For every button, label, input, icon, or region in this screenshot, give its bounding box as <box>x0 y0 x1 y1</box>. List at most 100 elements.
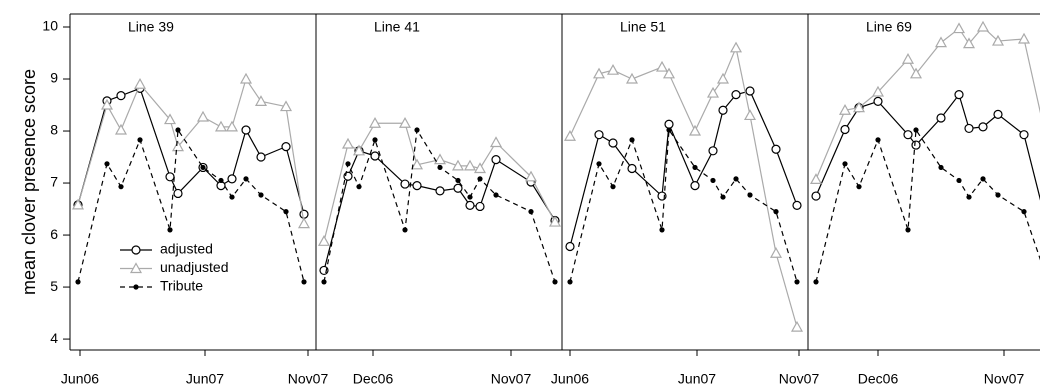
marker <box>592 67 606 79</box>
marker <box>1021 209 1027 215</box>
marker <box>477 176 483 182</box>
panel: Line 41 Dec06 Nov07 <box>315 13 562 387</box>
marker <box>666 127 672 133</box>
marker <box>655 60 669 72</box>
legend-label: Tribute <box>160 278 203 294</box>
marker <box>229 194 235 200</box>
marker <box>528 209 534 215</box>
marker <box>258 192 264 198</box>
marker <box>856 184 862 190</box>
marker <box>548 215 562 227</box>
marker <box>901 53 915 64</box>
marker <box>279 100 293 112</box>
marker <box>905 227 911 233</box>
panel-title: Line 51 <box>620 19 666 35</box>
x-tick-label: Dec06 <box>353 371 394 387</box>
x-tick-label: Jun07 <box>678 371 716 387</box>
marker <box>954 90 964 100</box>
marker <box>952 22 966 34</box>
marker <box>606 63 620 75</box>
marker <box>225 120 239 132</box>
marker <box>911 140 921 150</box>
x-tick-label: Nov07 <box>984 371 1025 387</box>
marker <box>227 174 237 184</box>
marker <box>771 144 781 154</box>
marker <box>692 164 698 171</box>
marker <box>71 198 85 210</box>
marker <box>317 235 331 246</box>
marker <box>792 200 802 211</box>
y-axis-label: mean clover presence score <box>19 69 39 295</box>
marker <box>493 192 499 198</box>
y-tick-label: 5 <box>50 278 58 294</box>
series-line <box>815 93 1040 201</box>
marker <box>398 116 412 128</box>
series-line <box>815 128 1040 283</box>
marker <box>200 164 206 171</box>
marker <box>733 176 739 182</box>
marker <box>627 163 637 174</box>
x-tick-label: Dec06 <box>858 371 899 387</box>
marker <box>414 127 420 133</box>
marker <box>171 140 185 152</box>
marker <box>281 142 291 152</box>
marker <box>966 194 972 200</box>
x-tick-label: Jun07 <box>186 371 224 387</box>
marker <box>978 122 988 132</box>
marker <box>283 209 289 215</box>
marker <box>629 137 635 143</box>
marker <box>299 209 309 219</box>
legend-label: adjusted <box>160 241 213 257</box>
marker <box>163 113 177 125</box>
marker <box>368 116 382 128</box>
series-line <box>323 122 556 242</box>
x-tick-label: Nov07 <box>491 371 532 387</box>
marker <box>962 37 976 49</box>
marker <box>769 247 783 258</box>
marker <box>662 67 676 79</box>
marker <box>352 144 366 156</box>
marker <box>991 34 1005 46</box>
marker <box>594 130 604 140</box>
panel: Line 69 Dec06 Nov07 <box>807 13 1040 387</box>
marker <box>104 161 110 167</box>
marker <box>489 136 503 148</box>
marker <box>455 177 461 184</box>
marker <box>871 85 885 97</box>
panel-title: Line 41 <box>374 19 420 35</box>
marker <box>995 192 1001 198</box>
marker <box>372 137 378 143</box>
marker <box>840 124 850 135</box>
marker <box>473 162 487 174</box>
x-tick-label: Nov07 <box>288 371 329 387</box>
marker <box>137 137 143 143</box>
marker <box>100 98 114 110</box>
marker <box>565 241 575 252</box>
series-line <box>569 45 798 328</box>
marker <box>165 172 175 182</box>
marker <box>938 164 944 171</box>
marker <box>321 279 327 285</box>
marker <box>356 184 362 190</box>
legend-marker <box>131 245 141 255</box>
marker <box>873 96 883 106</box>
marker <box>218 177 224 184</box>
marker <box>114 123 128 135</box>
marker <box>370 151 380 161</box>
marker <box>118 184 124 190</box>
marker <box>175 127 181 133</box>
marker <box>913 127 919 133</box>
marker <box>435 186 445 196</box>
marker <box>706 86 720 98</box>
x-tick-label: Jun06 <box>61 371 99 387</box>
marker <box>976 20 990 32</box>
panel-title: Line 39 <box>128 19 174 35</box>
marker <box>75 279 81 285</box>
marker <box>552 279 558 285</box>
marker <box>731 90 741 100</box>
marker <box>453 183 463 193</box>
panel: Line 39 Jun06 Jun07 Nov07 4 5 6 7 8 9 10 adjusted un… <box>42 13 329 387</box>
marker <box>708 146 718 156</box>
marker <box>903 130 913 140</box>
